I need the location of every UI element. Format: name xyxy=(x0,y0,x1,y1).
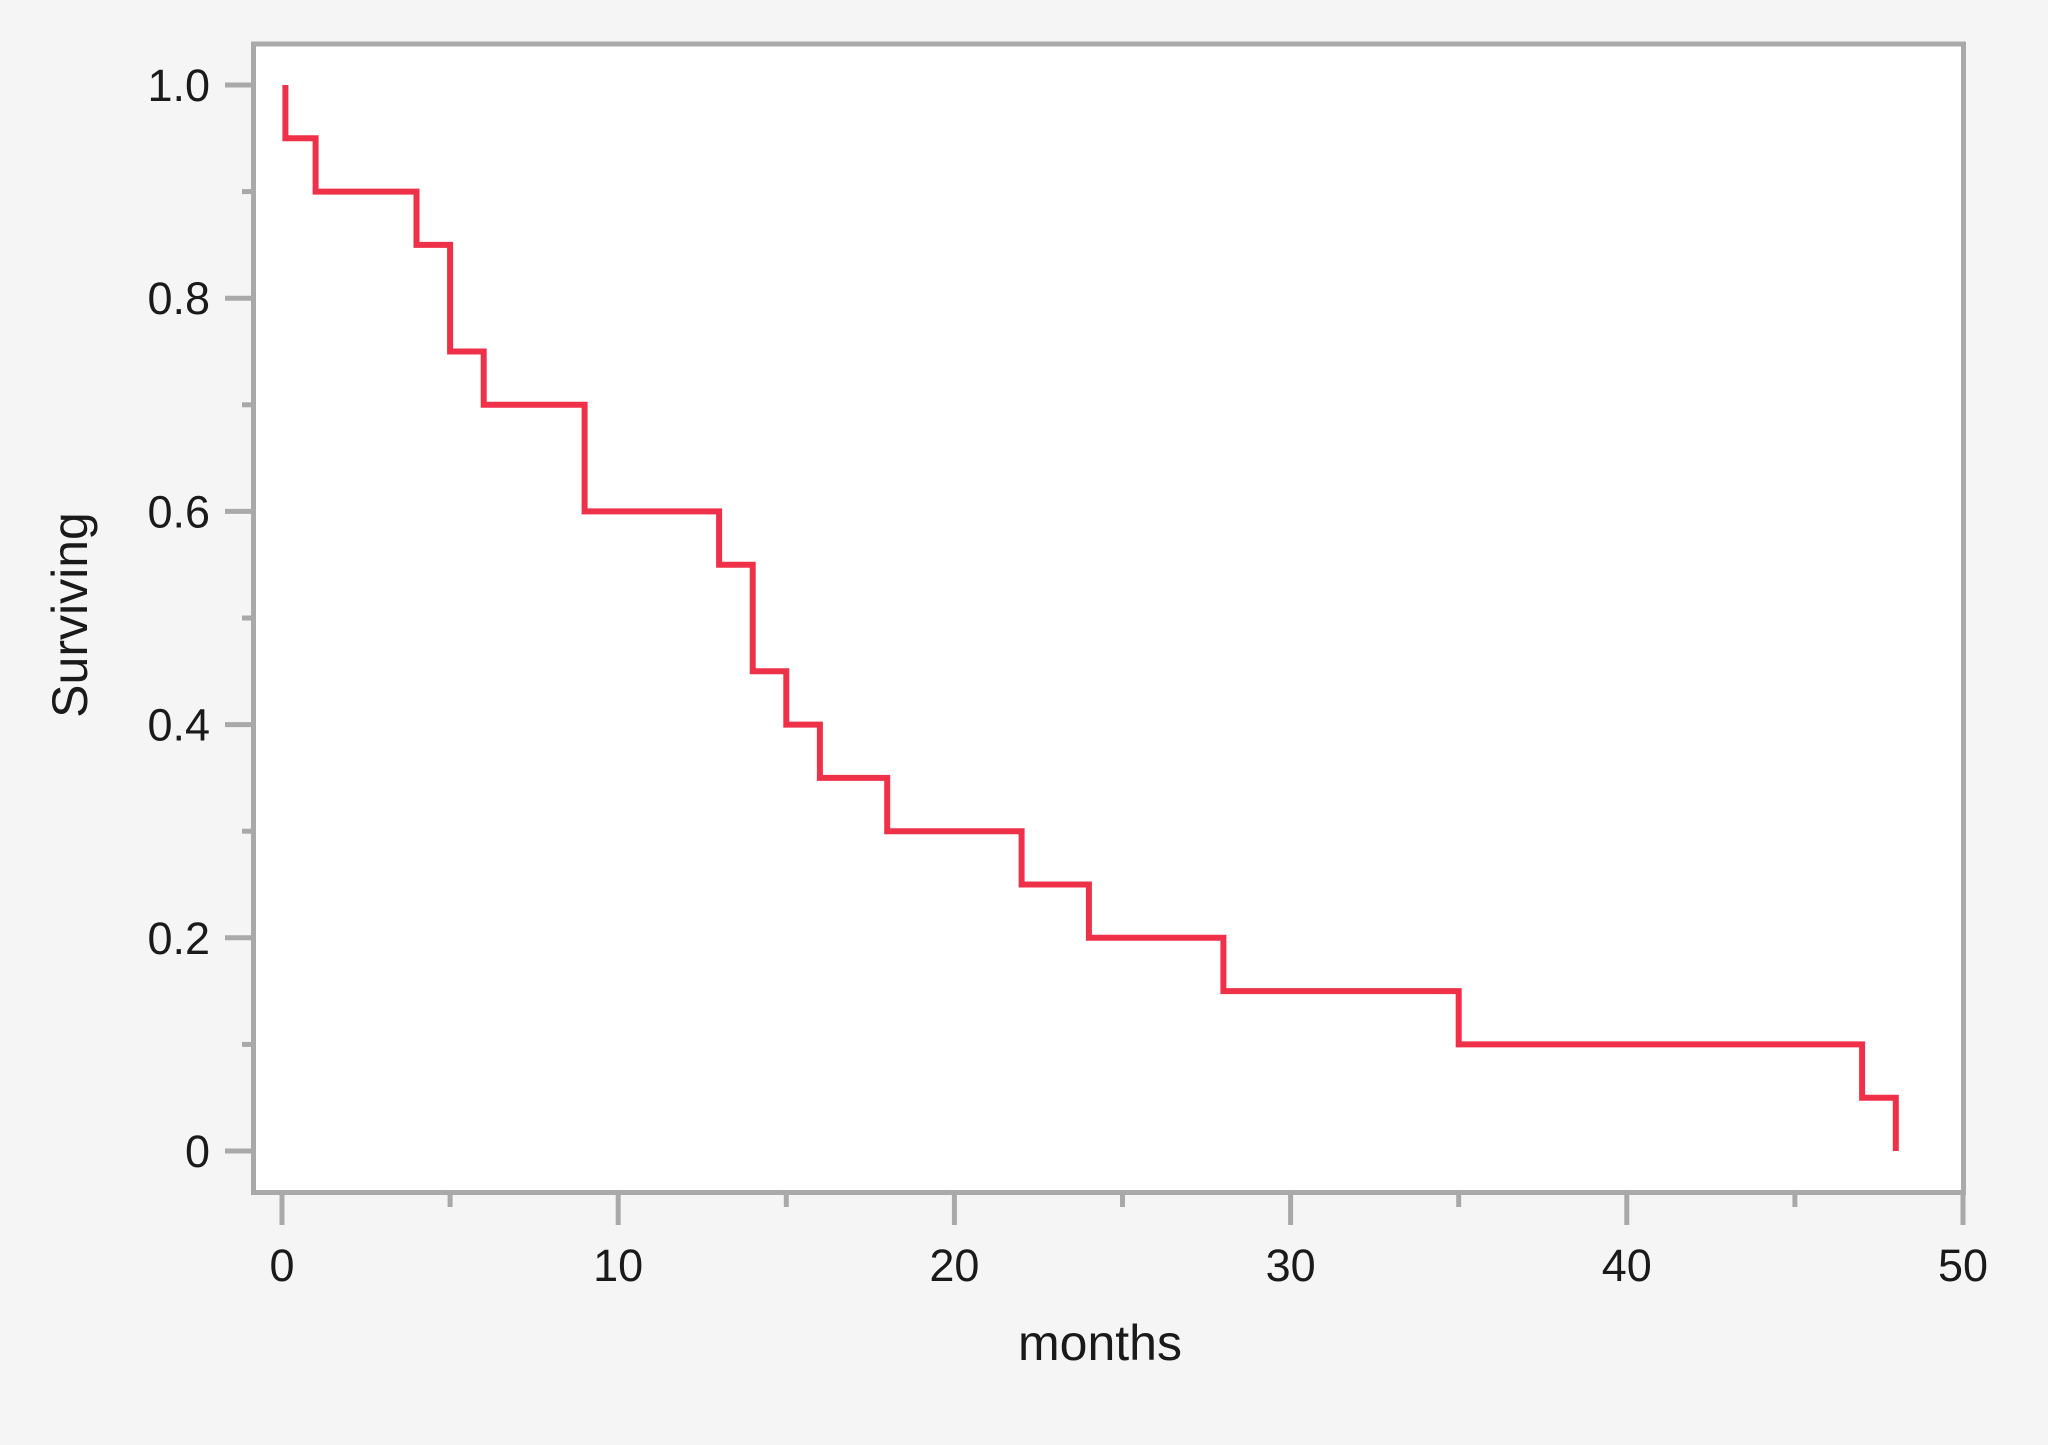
x-tick-label: 50 xyxy=(1938,1240,1988,1291)
survival-curve xyxy=(282,85,1899,1151)
x-tick-label: 0 xyxy=(269,1240,294,1291)
x-tick-label: 10 xyxy=(593,1240,643,1291)
y-tick-label: 0 xyxy=(185,1126,210,1177)
x-axis-title: months xyxy=(1018,1315,1182,1371)
plot-area-frame xyxy=(251,41,1966,1195)
x-tick-label: 40 xyxy=(1602,1240,1652,1291)
y-tick-label: 1.0 xyxy=(147,60,210,111)
x-tick-label: 20 xyxy=(929,1240,979,1291)
x-axis-tick-labels: 0 10 20 30 40 50 xyxy=(269,1240,1988,1291)
y-tick-label: 0.4 xyxy=(147,700,210,751)
x-axis-ticks xyxy=(279,1191,1966,1225)
y-axis-ticks xyxy=(225,82,256,1154)
y-tick-label: 0.2 xyxy=(147,913,210,964)
y-tick-label: 0.8 xyxy=(147,273,210,324)
y-axis-tick-labels: 1.0 0.8 0.6 0.4 0.2 0 xyxy=(147,60,210,1177)
y-axis-title: Surviving xyxy=(42,512,98,718)
x-tick-label: 30 xyxy=(1266,1240,1316,1291)
y-tick-label: 0.6 xyxy=(147,486,210,537)
